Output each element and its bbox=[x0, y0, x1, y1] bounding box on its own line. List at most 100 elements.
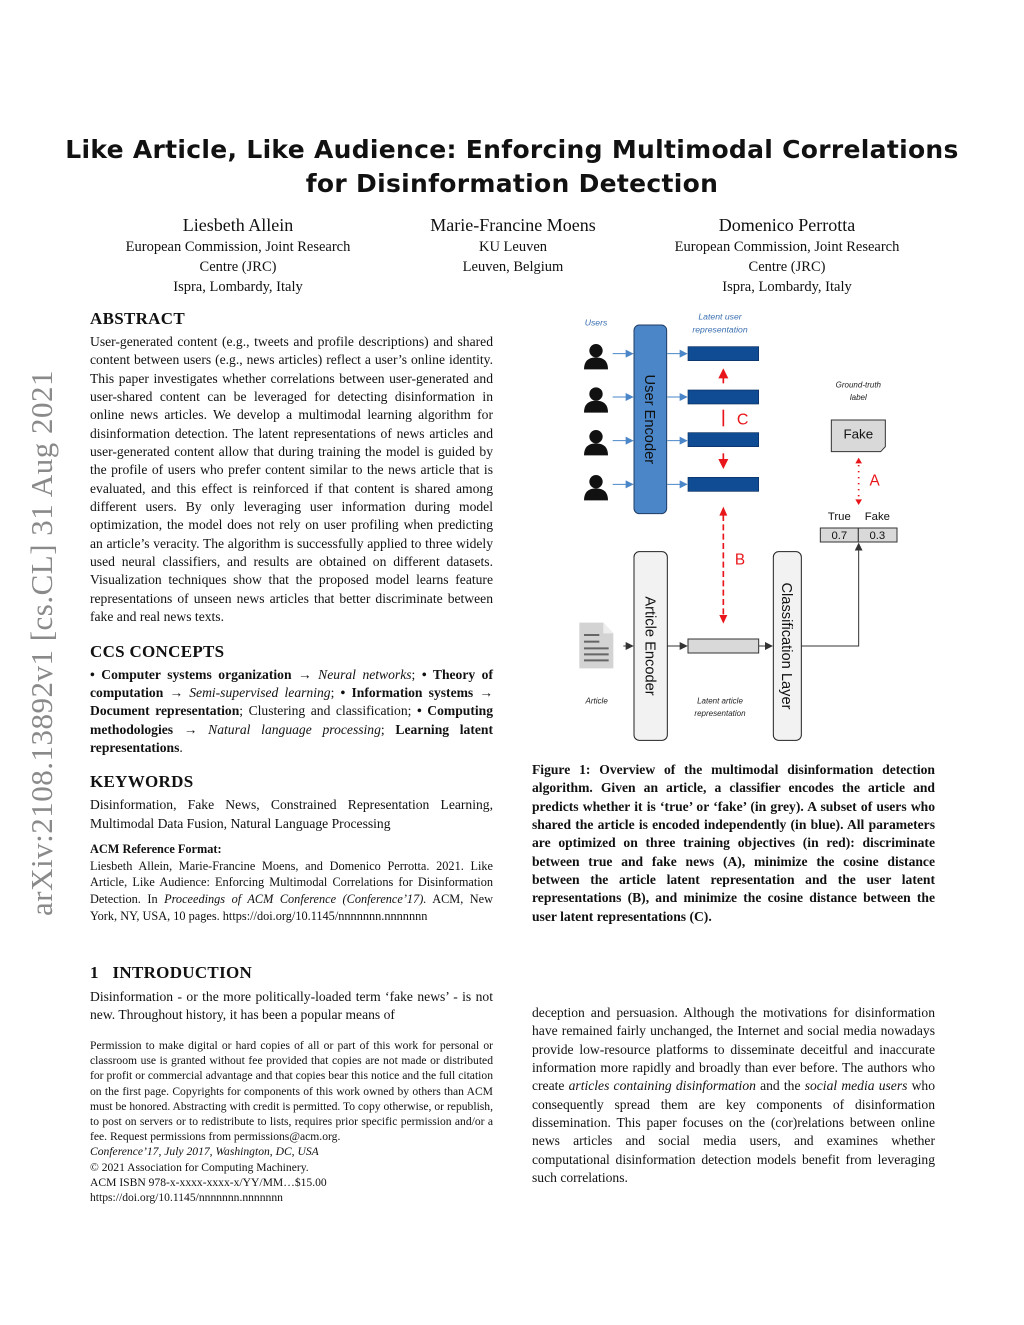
ccs-term: • Computer systems organization bbox=[90, 666, 292, 682]
author-affiliation: European Commission, Joint Research bbox=[125, 239, 351, 255]
ccs-subterm: Natural language processing bbox=[208, 721, 381, 737]
article-encoder-label: Article Encoder bbox=[642, 596, 658, 695]
emphasis: social media users bbox=[804, 1078, 908, 1094]
users-label: Users bbox=[585, 318, 608, 328]
abstract-heading: ABSTRACT bbox=[90, 309, 185, 328]
figure-caption: Figure 1: Overview of the multimodal dis… bbox=[532, 762, 935, 924]
text: and the bbox=[755, 1078, 805, 1094]
ccs-term: • Information systems bbox=[340, 684, 474, 700]
user-icon bbox=[584, 387, 608, 413]
output-arrow bbox=[801, 542, 863, 647]
ground-truth-label: label bbox=[850, 393, 867, 402]
section-number: 1 bbox=[90, 963, 99, 982]
author-name: Marie-Francine Moens bbox=[430, 215, 596, 235]
acm-reference: ACM Reference Format: Liesbeth Allein, M… bbox=[90, 841, 493, 925]
ccs-subterm: Neural networks bbox=[318, 666, 412, 682]
latent-user-bars bbox=[687, 346, 759, 492]
arrow: → bbox=[163, 684, 190, 700]
author-block: Liesbeth Allein European Commission, Joi… bbox=[88, 213, 388, 297]
keywords-heading: KEYWORDS bbox=[90, 772, 194, 792]
user-encoder-label: User Encoder bbox=[641, 375, 657, 465]
ccs-term: • Computing methodologies bbox=[90, 703, 493, 737]
ground-truth-label: Ground-truth bbox=[836, 381, 882, 390]
ccs-heading: CCS CONCEPTS bbox=[90, 641, 225, 661]
author-affiliation: KU Leuven bbox=[478, 239, 548, 255]
author-name: Liesbeth Allein bbox=[182, 215, 294, 235]
user-arrows bbox=[612, 349, 688, 489]
acm-reference-heading: ACM Reference Format: bbox=[90, 841, 222, 856]
title-line-2: for Disinformation Detection bbox=[305, 169, 719, 198]
arrow: → bbox=[473, 684, 493, 700]
arrow: → bbox=[291, 666, 319, 682]
arrow: → bbox=[173, 721, 209, 737]
intro-text-continued: deception and persuasion. Although the m… bbox=[532, 1004, 935, 1187]
objective-c-label: C bbox=[737, 411, 749, 428]
acm-reference-text: Liesbeth Allein, Marie-Francine Moens, a… bbox=[90, 858, 493, 907]
latent-article-label: representation bbox=[694, 709, 746, 718]
arxiv-stamp: arXiv:2108.13892v1 [cs.CL] 31 Aug 2021 bbox=[24, 370, 59, 916]
latent-article-bar bbox=[687, 638, 760, 654]
text: who consequently spread them are key com… bbox=[532, 1078, 936, 1186]
acm-reference-text: ACM, New York, NY, USA, 10 pages. https:… bbox=[90, 892, 493, 923]
ccs-concepts: • Computer systems organization → Neural… bbox=[90, 666, 493, 758]
author-name: Domenico Perrotta bbox=[718, 215, 856, 235]
objective-a-label: A bbox=[870, 473, 881, 490]
fake-label-box bbox=[830, 419, 886, 453]
fake-label-text: Fake bbox=[844, 426, 874, 441]
author-block: Domenico Perrotta European Commission, J… bbox=[637, 213, 937, 297]
ccs-subterm: Document representation bbox=[90, 703, 240, 719]
acm-reference-venue: Proceedings of ACM Conference (Conferenc… bbox=[164, 892, 427, 907]
footnote: Permission to make digital or hard copie… bbox=[90, 1038, 493, 1205]
author-affiliation: Ispra, Lombardy, Italy bbox=[722, 279, 852, 295]
copyright: © 2021 Association for Computing Machine… bbox=[90, 1160, 309, 1174]
author-affiliation: Centre (JRC) bbox=[199, 259, 277, 275]
prob-true-value: 0.7 bbox=[831, 530, 847, 542]
separator: ; bbox=[380, 721, 396, 737]
intro-left: 1 INTRODUCTION Disinformation - or the m… bbox=[90, 962, 493, 1025]
author-affiliation: Ispra, Lombardy, Italy bbox=[173, 279, 303, 295]
fake-header: Fake bbox=[865, 511, 890, 523]
objective-b-label: B bbox=[735, 551, 745, 568]
title-line-1: Like Article, Like Audience: Enforcing M… bbox=[65, 135, 959, 164]
author-affiliation: Leuven, Belgium bbox=[462, 259, 564, 275]
user-encoder-box bbox=[633, 324, 668, 515]
user-icon bbox=[584, 475, 608, 501]
author-block: Marie-Francine Moens KU Leuven Leuven, B… bbox=[383, 213, 643, 277]
author-affiliation: Centre (JRC) bbox=[748, 259, 826, 275]
conference-info: Conference’17, July 2017, Washington, DC… bbox=[90, 1145, 319, 1159]
classification-layer-label: Classification Layer bbox=[778, 582, 794, 709]
ccs-subterm: Learning latent representations bbox=[90, 721, 493, 755]
text: deception and persuasion. Although the m… bbox=[532, 1005, 935, 1094]
intro-heading: 1 INTRODUCTION bbox=[90, 962, 493, 984]
separator: . bbox=[179, 739, 183, 755]
latent-user-label: Latent user bbox=[698, 312, 742, 322]
separator: ; bbox=[411, 666, 422, 682]
article-encoder-box bbox=[633, 551, 668, 741]
permission-notice: Permission to make digital or hard copie… bbox=[90, 1039, 493, 1144]
left-column: ABSTRACT User-generated content (e.g., t… bbox=[90, 308, 493, 924]
latent-article-label: Latent article bbox=[697, 697, 743, 706]
objective-a-arrowheads bbox=[855, 457, 862, 505]
document-icon bbox=[579, 622, 614, 669]
prob-fake-cell bbox=[857, 527, 898, 543]
author-affiliation: European Commission, Joint Research bbox=[674, 239, 900, 255]
separator: ; bbox=[330, 684, 341, 700]
user-icon bbox=[584, 344, 608, 370]
emphasis: articles containing disinformation bbox=[568, 1078, 756, 1094]
user-icons bbox=[584, 344, 608, 501]
prob-fake-value: 0.3 bbox=[869, 530, 885, 542]
intro-right: deception and persuasion. Although the m… bbox=[532, 1004, 935, 1187]
ccs-term: • Theory of computation bbox=[90, 666, 494, 700]
separator: ; Clustering and classification; bbox=[239, 703, 417, 719]
latent-user-label: representation bbox=[692, 324, 748, 334]
doi-link[interactable]: https://doi.org/10.1145/nnnnnnn.nnnnnnn bbox=[90, 1191, 283, 1205]
article-label: Article bbox=[585, 697, 609, 706]
classification-layer-box bbox=[772, 551, 802, 741]
intro-text: Disinformation - or the more politically… bbox=[90, 989, 493, 1023]
user-icon bbox=[584, 430, 608, 456]
true-header: True bbox=[828, 511, 851, 523]
section-title: INTRODUCTION bbox=[112, 963, 253, 982]
isbn: ACM ISBN 978-x-xxxx-xxxx-x/YY/MM…$15.00 bbox=[90, 1175, 327, 1189]
ccs-subterm: Semi-supervised learning bbox=[189, 684, 331, 700]
abstract-text: User-generated content (e.g., tweets and… bbox=[90, 334, 493, 625]
